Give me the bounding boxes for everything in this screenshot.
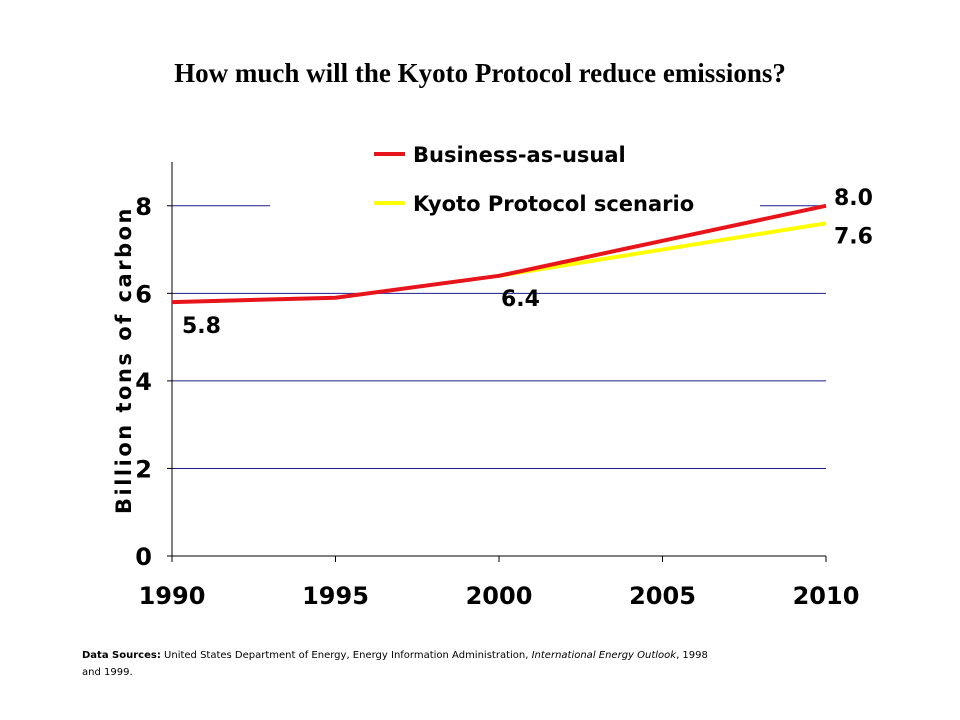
y-tick-label-0: 0 [135, 543, 152, 571]
x-tick-label-2010: 2010 [793, 582, 860, 610]
gridlines [172, 205, 826, 469]
y-tick-label-8: 8 [135, 193, 152, 221]
axes [167, 162, 827, 562]
legend-label-kyoto-protocol-scenario: Kyoto Protocol scenario [413, 192, 694, 216]
x-tick-label-2005: 2005 [629, 582, 696, 610]
data-label-7-6: 7.6 [834, 224, 873, 249]
series-line-business-as-usual [171, 203, 827, 305]
source-label: Data Sources: [82, 650, 161, 661]
tick-labels: 0 2 4 6 8 1990 1995 2000 2005 2010 [135, 193, 859, 610]
y-tick-label-2: 2 [135, 455, 152, 483]
chart-title: How much will the Kyoto Protocol reduce … [174, 58, 786, 88]
data-label-5-8: 5.8 [182, 314, 221, 339]
source-text: United States Department of Energy, Ener… [164, 650, 529, 661]
legend-label-business-as-usual: Business-as-usual [413, 143, 626, 167]
y-tick-label-4: 4 [135, 368, 152, 396]
legend: Business-as-usual Kyoto Protocol scenario [374, 143, 694, 216]
y-axis-label: Billion tons of carbon [112, 206, 136, 514]
data-label-6-4: 6.4 [501, 287, 540, 312]
x-tick-label-1990: 1990 [139, 582, 206, 610]
source-publication: International Energy Outlook [531, 650, 677, 661]
y-tick-label-6: 6 [135, 280, 152, 308]
x-tick-label-1995: 1995 [302, 582, 369, 610]
source-tail: , 1998 and 1999. [82, 650, 708, 678]
data-label-8-0: 8.0 [834, 186, 873, 211]
data-source-note: Data Sources: United States Department o… [82, 647, 722, 681]
x-tick-label-2000: 2000 [466, 582, 533, 610]
series-lines [171, 203, 827, 305]
annotations: 5.8 6.4 8.0 7.6 [182, 186, 873, 339]
